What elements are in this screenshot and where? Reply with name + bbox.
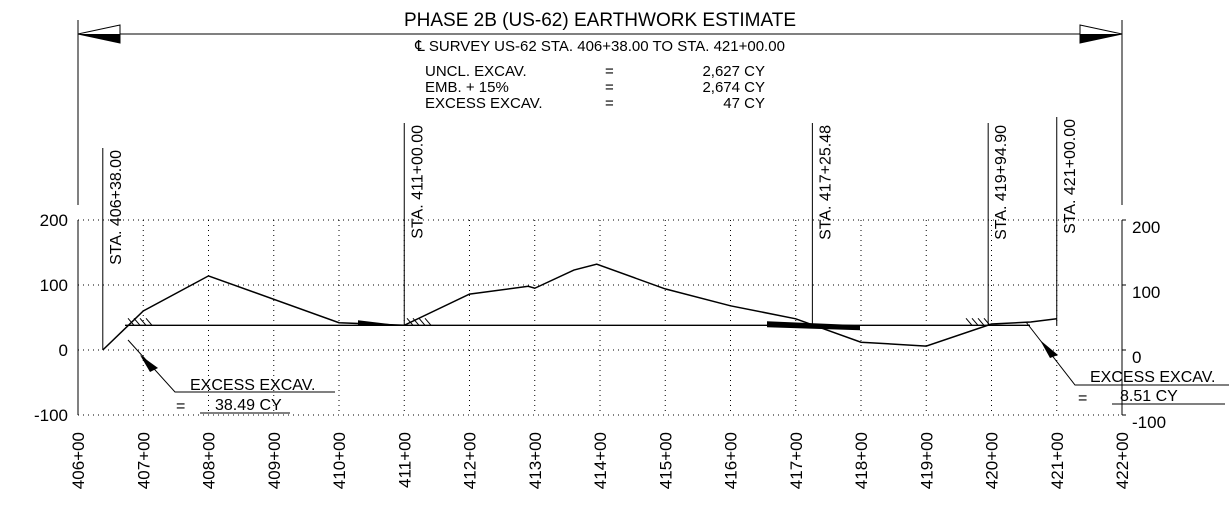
x-tick-label: 407+00 xyxy=(134,432,153,489)
y2-tick-label: -100 xyxy=(1132,413,1166,432)
hatch xyxy=(965,317,973,326)
x-tick-label: 419+00 xyxy=(917,432,936,489)
summary-value: 2,627 CY xyxy=(702,63,765,80)
summary-eq: = xyxy=(605,63,614,80)
x-tick-label: 421+00 xyxy=(1048,432,1067,489)
leader-arrow xyxy=(1040,340,1058,358)
summary-eq: = xyxy=(605,95,614,112)
chart-subtitle: ℄ SURVEY US-62 STA. 406+38.00 TO STA. 42… xyxy=(414,38,785,55)
x-tick-label: 422+00 xyxy=(1113,432,1132,489)
arrow-right-fill xyxy=(1080,34,1122,43)
x-tick-label: 416+00 xyxy=(722,432,741,489)
callout-eq: = xyxy=(1078,390,1087,407)
x-tick-label: 420+00 xyxy=(983,432,1002,489)
x-tick-label: 408+00 xyxy=(200,432,219,489)
x-tick-label: 406+00 xyxy=(69,432,88,489)
summary-label: EXCESS EXCAV. xyxy=(425,95,543,112)
x-tick-label: 413+00 xyxy=(526,432,545,489)
y2-tick-label: 200 xyxy=(1132,218,1160,237)
x-tick-label: 418+00 xyxy=(852,432,871,489)
x-tick-label: 414+00 xyxy=(591,432,610,489)
callout-eq: = xyxy=(176,398,185,415)
summary-value: 47 CY xyxy=(723,95,765,112)
y-tick-label: -100 xyxy=(34,406,68,425)
y-tick-label: 100 xyxy=(40,276,68,295)
summary-label: EMB. + 15% xyxy=(425,79,509,96)
callout-label: EXCESS EXCAV. xyxy=(190,377,315,394)
y-tick-label: 0 xyxy=(59,341,68,360)
hatch xyxy=(139,317,147,326)
y-tick-label: 200 xyxy=(40,211,68,230)
summary-eq: = xyxy=(605,79,614,96)
chart-title: PHASE 2B (US-62) EARTHWORK ESTIMATE xyxy=(404,10,796,31)
station-label: STA. 406+38.00 xyxy=(108,150,125,265)
leader xyxy=(127,339,335,393)
x-tick-label: 417+00 xyxy=(787,432,806,489)
hatch xyxy=(145,317,153,326)
station-label: STA. 417+25.48 xyxy=(817,125,834,240)
hatch xyxy=(971,317,979,326)
station-label: STA. 411+00.00 xyxy=(409,125,426,239)
hatch xyxy=(412,317,420,326)
station-label: STA. 421+00.00 xyxy=(1062,119,1079,234)
callout-label: EXCESS EXCAV. xyxy=(1090,369,1215,386)
summary-value: 2,674 CY xyxy=(702,79,765,96)
x-tick-label: 412+00 xyxy=(461,432,480,489)
x-tick-label: 411+00 xyxy=(395,432,414,488)
leader xyxy=(1025,321,1229,386)
station-label: STA. 419+94.90 xyxy=(993,125,1010,240)
callout-value: 8.51 CY xyxy=(1120,388,1178,405)
y2-tick-label: 0 xyxy=(1132,348,1141,367)
mass-curve xyxy=(102,263,1057,351)
x-tick-label: 415+00 xyxy=(656,432,675,489)
y2-tick-label: 100 xyxy=(1132,283,1160,302)
hatch xyxy=(977,317,985,326)
hatch xyxy=(418,317,426,326)
x-tick-label: 409+00 xyxy=(265,432,284,489)
arrow-left-fill xyxy=(78,34,120,43)
summary-label: UNCL. EXCAV. xyxy=(425,63,527,80)
callout-value: 38.49 CY xyxy=(215,397,282,414)
hatch xyxy=(424,317,432,326)
x-tick-label: 410+00 xyxy=(330,432,349,489)
